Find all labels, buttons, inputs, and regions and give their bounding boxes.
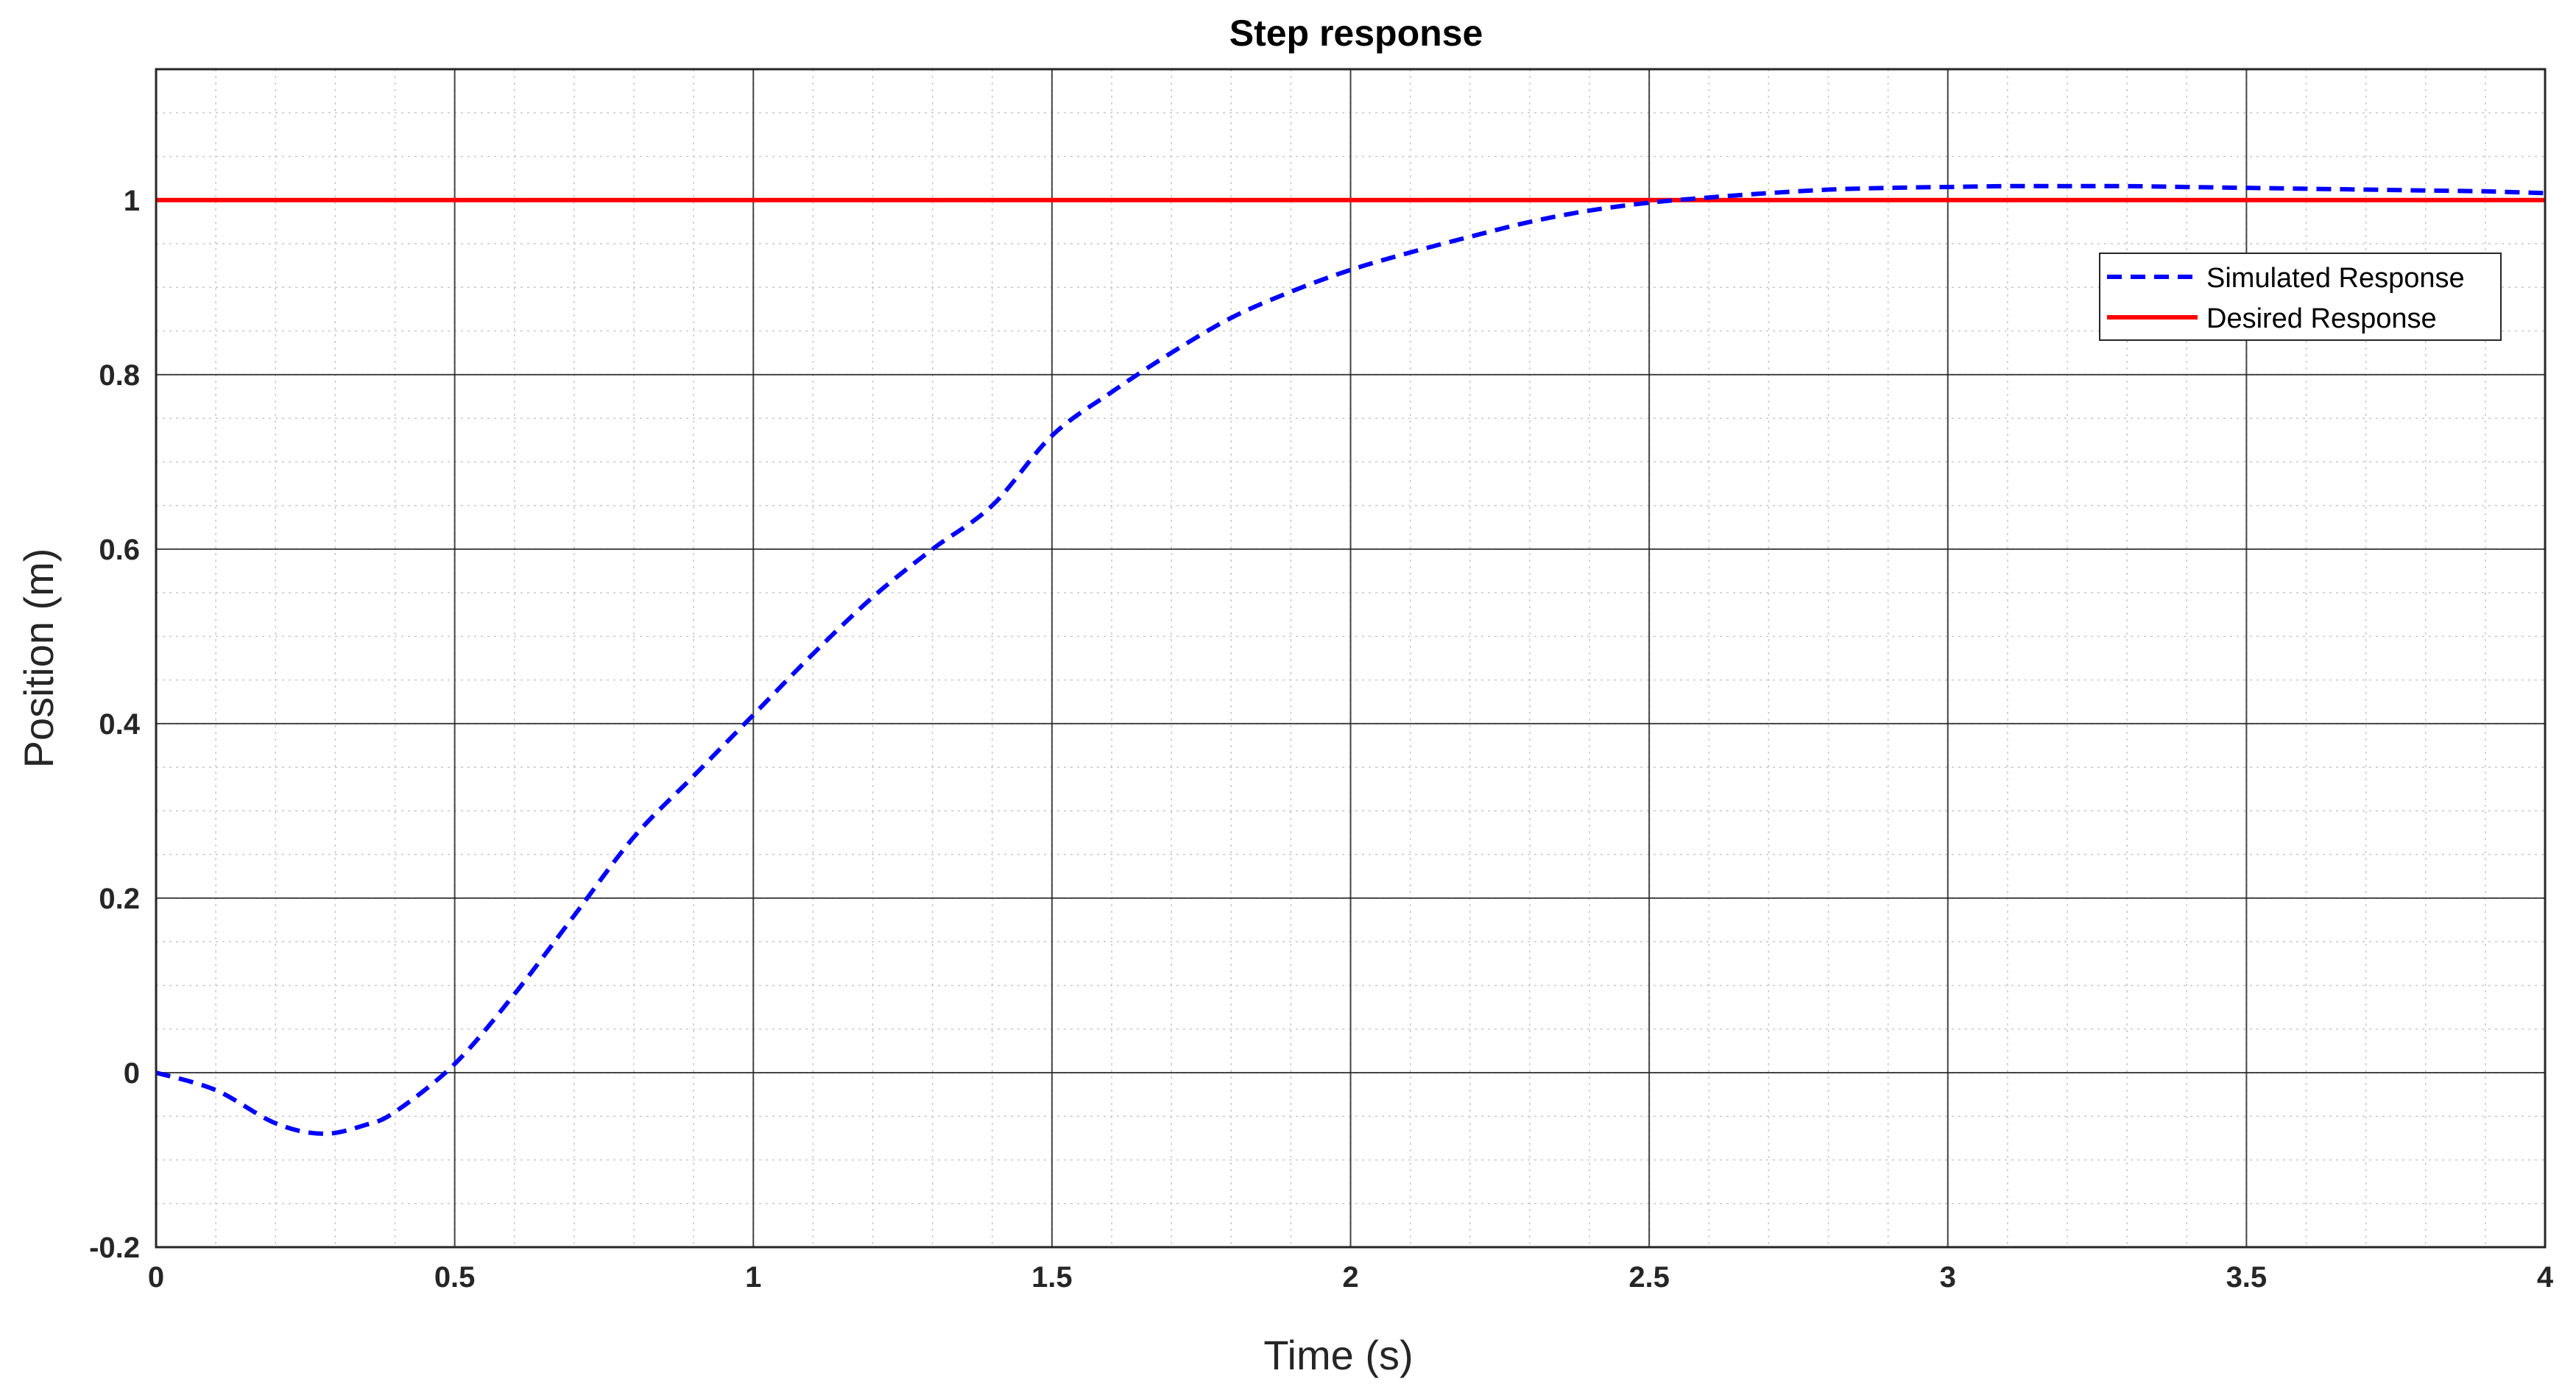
y-tick-label: 0.4 [99,708,140,741]
y-tick-label: 0.2 [99,883,140,915]
y-tick-label: 0.6 [99,534,140,566]
y-tick-label: -0.2 [89,1232,140,1264]
y-axis-label: Position (m) [15,548,62,769]
chart-title: Step response [1229,13,1483,54]
x-tick-label: 3 [1940,1261,1956,1294]
legend-box [2099,253,2502,341]
x-tick-label: 1.5 [1031,1261,1073,1294]
x-tick-label: 1 [745,1261,761,1294]
plot-frame [155,68,2547,1249]
series-layer [155,183,2546,1136]
y-tick-label: 1 [124,185,140,217]
legend-label-desired-response: Desired Response [2206,303,2437,334]
x-tick-label: 0.5 [434,1261,476,1294]
y-tick-label: 0.8 [99,359,140,392]
legend: Simulated Response Desired Response [2099,253,2502,341]
x-axis: 0 0.5 1 1.5 2 2.5 3 3.5 4 [148,1261,2554,1294]
legend-label-simulated-response: Simulated Response [2206,263,2465,294]
y-axis: -0.2 0 0.2 0.4 0.6 0.8 1 [89,185,141,1264]
y-tick-label: 0 [124,1057,140,1090]
x-tick-label: 0 [148,1261,164,1294]
series-line-simulated-response [155,183,2546,1136]
x-tick-label: 2.5 [1628,1261,1670,1294]
x-tick-label: 4 [2537,1261,2554,1294]
x-axis-label: Time (s) [1263,1332,1413,1378]
x-tick-label: 2 [1342,1261,1358,1294]
x-tick-label: 3.5 [2226,1261,2268,1294]
